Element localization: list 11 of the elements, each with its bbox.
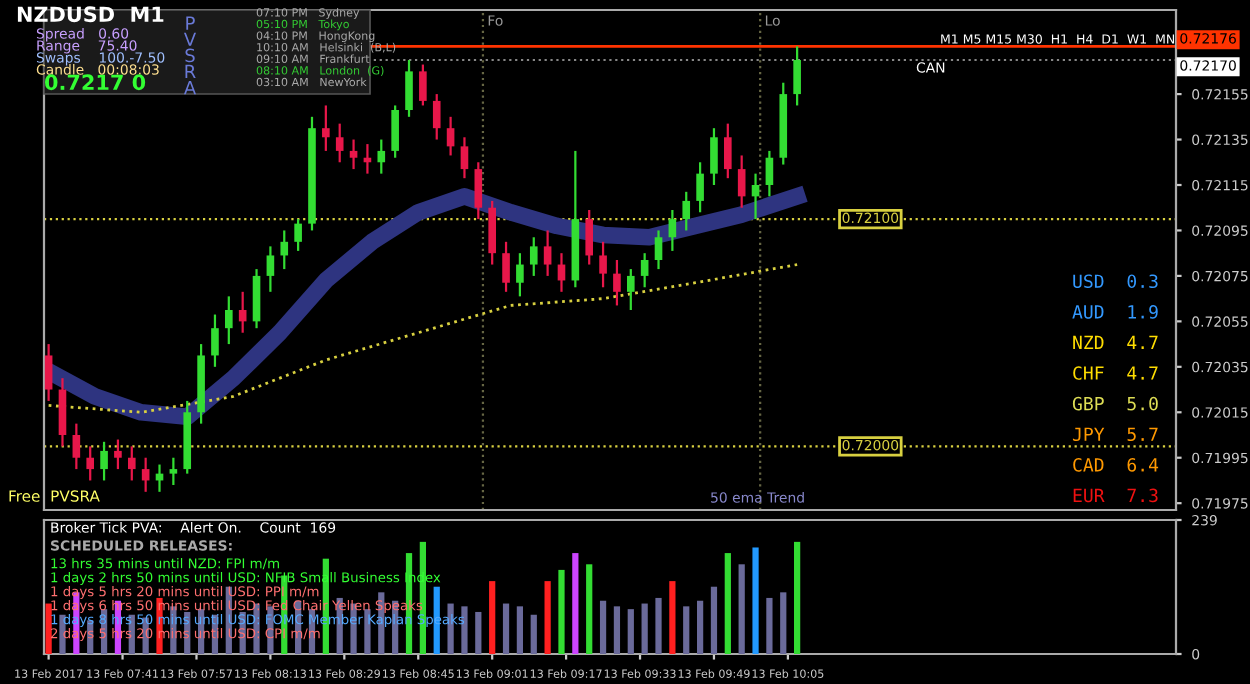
annotation: CHF 4.7 xyxy=(1073,366,1158,380)
annotation: 0.7217 0 xyxy=(45,74,146,91)
annotation: CAD 6.4 xyxy=(1073,458,1159,472)
annotation: PVSRA xyxy=(183,16,197,95)
annotation: AUD 1.9 xyxy=(1072,305,1158,319)
annotation: USD 0.3 xyxy=(1073,274,1158,289)
annotation: EUR 7.3 xyxy=(1073,488,1158,503)
annotation: NZD 4.7 xyxy=(1073,335,1158,350)
annotation: JPY 5.7 xyxy=(1072,427,1158,442)
annotation: GBP 5.0 xyxy=(1072,396,1158,411)
annotation: NZDUSD M1 xyxy=(17,6,164,23)
